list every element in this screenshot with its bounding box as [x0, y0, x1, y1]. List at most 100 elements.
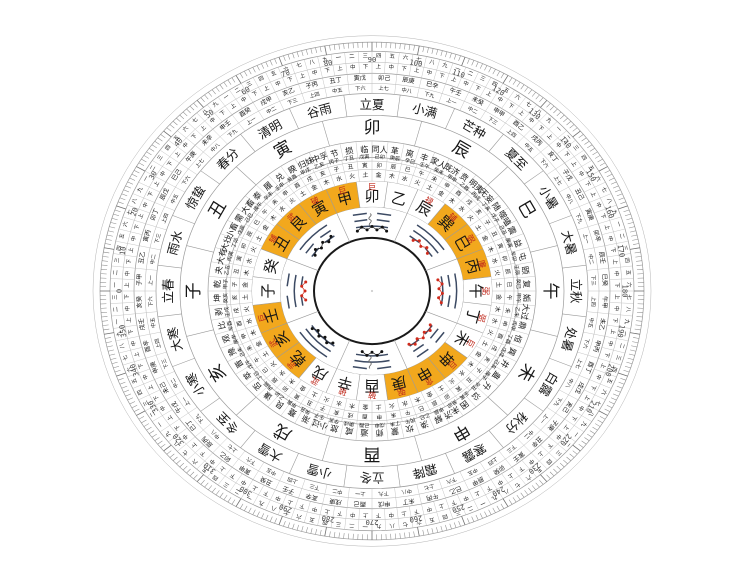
- svg-text:水: 水: [277, 368, 287, 378]
- svg-text:上: 上: [136, 212, 146, 220]
- svg-text:上四: 上四: [152, 338, 162, 350]
- svg-text:中: 中: [239, 95, 248, 105]
- svg-text:六: 六: [282, 64, 290, 74]
- svg-text:大过: 大过: [519, 303, 531, 321]
- svg-text:坎: 坎: [404, 423, 414, 435]
- svg-text:戊戌: 戊戌: [497, 346, 509, 359]
- svg-text:讼: 讼: [470, 390, 483, 403]
- svg-text:申戊: 申戊: [378, 500, 391, 509]
- svg-text:子庚: 子庚: [546, 418, 560, 433]
- svg-text:上: 上: [536, 449, 546, 459]
- svg-text:己未: 己未: [235, 346, 247, 359]
- svg-text:乙: 乙: [389, 188, 408, 209]
- svg-text:壬辰: 壬辰: [512, 264, 522, 276]
- svg-text:酉: 酉: [364, 377, 379, 395]
- svg-text:四: 四: [257, 74, 265, 83]
- svg-text:戌: 戌: [347, 411, 354, 420]
- svg-text:霜降: 霜降: [410, 461, 439, 482]
- svg-text:豫: 豫: [226, 346, 239, 358]
- svg-text:遁: 遁: [360, 427, 369, 437]
- svg-text:艮: 艮: [273, 398, 286, 411]
- svg-text:酉己: 酉己: [353, 500, 366, 508]
- svg-text:离: 离: [404, 148, 414, 160]
- svg-text:上: 上: [545, 132, 555, 142]
- svg-text:水: 水: [457, 204, 467, 214]
- svg-text:丑: 丑: [305, 398, 314, 407]
- svg-text:土: 土: [310, 390, 319, 400]
- svg-text:下: 下: [287, 75, 295, 84]
- svg-text:上: 上: [583, 394, 593, 403]
- svg-text:中: 中: [606, 340, 615, 347]
- svg-text:丁未: 丁未: [389, 419, 401, 429]
- svg-text:中二: 中二: [168, 377, 180, 390]
- svg-text:夬: 夬: [213, 265, 224, 275]
- svg-text:中五: 中五: [148, 317, 158, 329]
- svg-text:亥: 亥: [332, 408, 340, 417]
- svg-text:上: 上: [400, 509, 407, 518]
- svg-text:下: 下: [229, 471, 238, 480]
- svg-text:下: 下: [166, 159, 175, 168]
- svg-text:上: 上: [517, 108, 527, 118]
- svg-text:午: 午: [540, 283, 560, 300]
- svg-text:酉丁: 酉丁: [584, 360, 595, 374]
- svg-text:酉: 酉: [364, 444, 381, 464]
- svg-text:未: 未: [430, 174, 439, 184]
- svg-text:中二: 中二: [332, 487, 344, 497]
- svg-text:八: 八: [131, 197, 139, 205]
- svg-text:乙丑: 乙丑: [223, 264, 232, 275]
- svg-text:中: 中: [181, 432, 191, 441]
- svg-text:寅: 寅: [292, 391, 301, 401]
- svg-text:中: 中: [576, 404, 586, 413]
- svg-text:下六: 下六: [180, 174, 192, 187]
- svg-text:中二: 中二: [466, 104, 479, 116]
- svg-text:土: 土: [254, 234, 264, 243]
- svg-text:下: 下: [127, 328, 135, 335]
- svg-text:上: 上: [132, 351, 141, 359]
- svg-text:五: 五: [605, 377, 614, 385]
- svg-text:三: 三: [156, 153, 165, 162]
- svg-text:90: 90: [368, 55, 377, 64]
- svg-text:上: 上: [126, 246, 135, 253]
- svg-text:70: 70: [280, 68, 291, 79]
- svg-text:下三: 下三: [160, 358, 170, 370]
- svg-text:土: 土: [241, 294, 249, 300]
- svg-text:寅: 寅: [271, 137, 296, 163]
- svg-text:100: 100: [409, 57, 423, 68]
- svg-text:戊寅: 戊寅: [359, 152, 370, 161]
- svg-text:下: 下: [363, 63, 369, 70]
- svg-text:晋: 晋: [233, 358, 246, 370]
- svg-text:丁丑: 丁丑: [343, 154, 354, 163]
- svg-text:下九: 下九: [552, 395, 565, 409]
- svg-text:中: 中: [594, 201, 603, 209]
- svg-text:木: 木: [486, 245, 496, 253]
- svg-text:下: 下: [569, 414, 578, 423]
- svg-text:戌甲: 戌甲: [259, 95, 274, 108]
- svg-text:损: 损: [344, 145, 354, 156]
- svg-text:弼: 弼: [396, 386, 407, 398]
- svg-text:午: 午: [417, 169, 425, 179]
- svg-text:巳己: 巳己: [171, 168, 184, 182]
- svg-text:辛卯: 辛卯: [509, 250, 519, 262]
- svg-text:金: 金: [260, 223, 270, 232]
- svg-text:六: 六: [513, 92, 522, 102]
- svg-text:小雪: 小雪: [305, 461, 333, 482]
- svg-text:下: 下: [609, 247, 617, 254]
- svg-text:中: 中: [274, 494, 282, 503]
- svg-text:四: 四: [136, 388, 145, 396]
- svg-text:壬子: 壬子: [313, 411, 326, 422]
- svg-text:卯: 卯: [364, 118, 381, 138]
- svg-text:下: 下: [562, 150, 571, 159]
- svg-text:中: 中: [554, 432, 564, 441]
- svg-text:七: 七: [600, 185, 610, 194]
- svg-text:丑: 丑: [233, 268, 241, 275]
- svg-text:水: 水: [277, 204, 287, 214]
- svg-text:上: 上: [589, 190, 599, 199]
- svg-text:10: 10: [118, 246, 128, 256]
- svg-text:二: 二: [563, 439, 571, 447]
- svg-text:上: 上: [413, 66, 420, 75]
- svg-text:蛊: 蛊: [490, 369, 503, 382]
- svg-text:一: 一: [114, 318, 121, 325]
- svg-text:火: 火: [250, 245, 259, 253]
- svg-text:下: 下: [125, 258, 133, 265]
- svg-text:下三: 下三: [153, 233, 162, 245]
